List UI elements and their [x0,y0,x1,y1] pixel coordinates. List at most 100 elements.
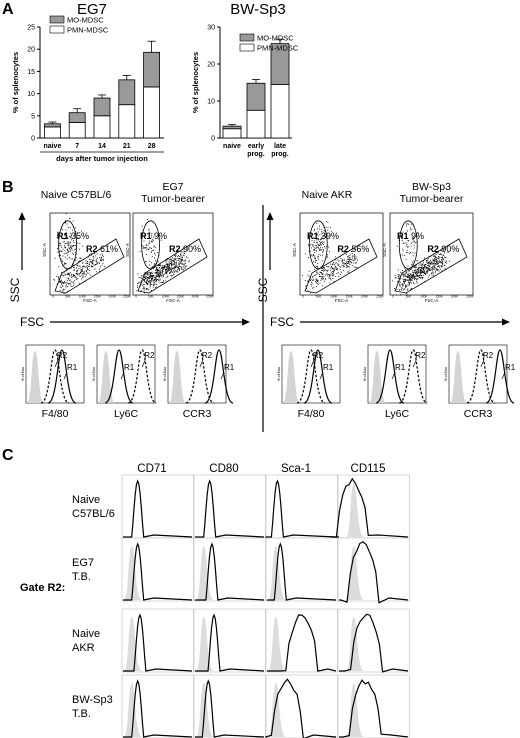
y-axis-label: % of splenocytes [11,52,20,113]
event-dot [181,251,183,253]
event-dot [353,259,355,261]
bar-pmn [44,126,61,139]
event-dot [411,287,413,289]
event-dot [347,271,349,273]
event-dot [73,269,75,271]
event-dot [146,277,148,279]
event-dot [398,277,400,279]
event-dot [86,266,88,268]
event-dot [418,268,420,270]
event-dot [408,284,410,286]
event-dot [177,269,179,271]
event-dot [145,245,147,247]
event-dot [440,250,442,252]
event-dot [317,239,319,241]
event-dot [342,258,344,260]
event-dot [428,274,430,276]
event-dot [176,257,178,259]
event-dot [424,266,426,268]
event-dot [312,279,314,281]
event-dot [337,265,339,267]
event-dot [422,262,424,264]
dot-title: Naive C57BL/6 [41,189,112,201]
event-dot [312,244,314,246]
event-dot [430,263,432,265]
event-dot [173,257,175,259]
event-dot [420,275,422,277]
event-dot [155,272,157,274]
event-dot [76,264,78,266]
gate-r1 [308,220,328,270]
event-dot [154,283,156,285]
event-dot [315,247,317,249]
event-dot [430,269,432,271]
event-dot [436,269,438,271]
event-dot [167,270,169,272]
event-dot [304,280,306,282]
event-dot [149,242,151,244]
y-tick-label: 10 [207,99,215,106]
event-dot [137,286,139,288]
peak-label-r1: R1 [323,363,334,372]
event-dot [333,271,334,273]
fsc-tick-label: 250K [466,295,474,299]
event-dot [437,269,438,271]
event-dot [315,245,317,247]
event-dot [144,247,146,248]
event-dot [319,249,321,251]
event-dot [329,251,330,252]
event-dot [329,274,331,276]
event-dot [93,265,95,267]
event-dot [80,271,82,273]
event-dot [319,244,321,246]
event-dot [406,276,408,278]
event-dot [159,265,160,266]
event-dot [75,258,77,260]
event-dot [174,261,176,263]
event-dot [171,261,173,263]
event-dot [181,268,183,270]
event-dot [159,272,161,273]
event-dot [413,271,415,273]
event-dot [59,250,61,252]
event-dot [418,264,420,266]
gate-r1 [398,220,418,270]
event-dot [410,242,412,244]
event-dot [433,268,435,270]
event-dot [402,274,404,276]
event-dot [310,280,312,282]
event-dot [145,281,146,283]
event-dot [166,271,168,273]
event-dot [71,252,73,254]
event-dot [95,264,97,265]
event-dot [348,258,350,260]
event-dot [144,280,145,282]
event-dot [428,268,430,270]
event-dot [143,284,145,285]
y-tick-label: 20 [27,47,35,54]
event-dot [411,262,413,264]
c-isotype-peak [346,617,364,671]
event-dot [90,262,92,263]
event-dot [154,281,156,283]
event-dot [437,262,438,264]
event-dot [186,250,188,251]
event-dot [87,256,89,258]
event-dot [151,241,153,243]
c-isotype-peak [196,617,214,671]
event-dot [92,260,94,262]
event-dot [314,255,315,257]
row-label: T.B. [72,571,91,583]
event-dot [181,263,183,265]
event-dot [338,263,340,265]
event-dot [88,258,90,260]
event-dot [333,262,335,263]
event-dot [422,268,424,270]
event-dot [441,259,442,261]
event-dot [69,272,71,274]
event-dot [157,274,158,276]
bar-pmn [270,83,290,139]
event-dot [407,230,408,232]
event-dot [421,272,423,274]
event-dot [174,267,176,269]
